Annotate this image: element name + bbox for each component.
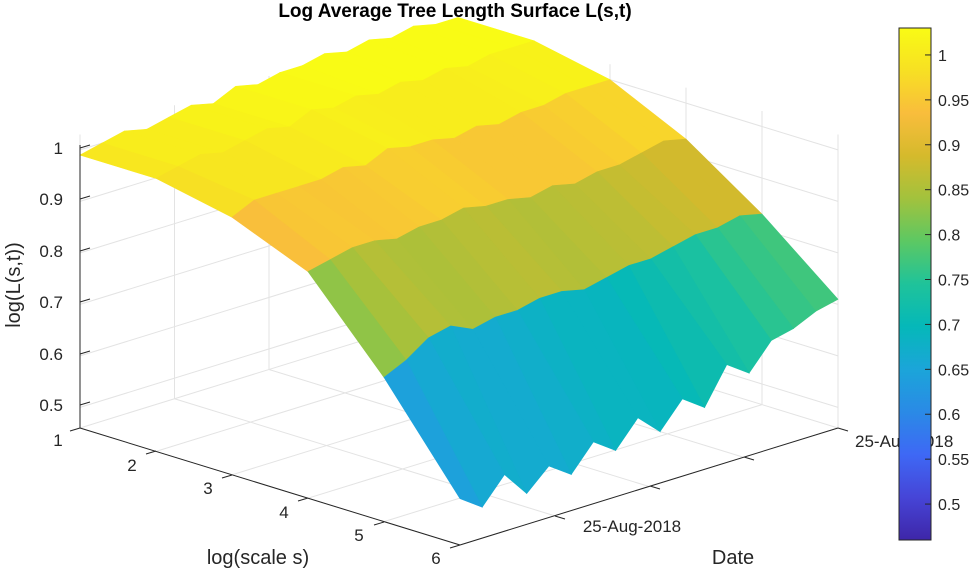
colorbar-label-0.6: 0.6 <box>938 407 960 424</box>
z-tick-mark-09 <box>79 195 91 200</box>
y-tick-label-1: 25-Aug-2018 <box>583 517 681 536</box>
x-tick-label-5: 5 <box>354 526 363 545</box>
colorbar-rect <box>898 27 932 541</box>
z-axis-label: log(L(s,t)) <box>3 242 25 328</box>
x-tick-label-1: 1 <box>53 431 62 450</box>
z-tick-label-08: 0.8 <box>39 242 63 261</box>
x-tick-label-3: 3 <box>203 479 212 498</box>
y-tick-mark-c <box>743 456 755 461</box>
x-tick-mark-5 <box>373 521 385 526</box>
axes: 1 2 3 4 5 6 log(scale s) 25-Aug-2018 25-… <box>3 139 953 569</box>
z-tick-label-05: 0.5 <box>39 396 63 415</box>
z-tick-mark-05 <box>79 401 91 406</box>
z-tick-mark-10 <box>79 144 91 149</box>
x-axis-label: log(scale s) <box>207 547 309 569</box>
colorbar-tick-labels: 0.5 0.55 0.6 0.65 0.7 0.75 0.8 0.85 0.9 … <box>938 48 969 514</box>
x-tick-mark-6 <box>449 544 461 549</box>
colorbar-label-1: 1 <box>938 48 947 65</box>
x-tick-mark-2 <box>145 450 157 455</box>
colorbar-label-0.55: 0.55 <box>938 452 969 469</box>
x-axis-line <box>79 427 461 546</box>
colorbar: 0.5 0.55 0.6 0.65 0.7 0.75 0.8 0.85 0.9 … <box>898 27 969 541</box>
z-tick-label-10: 1 <box>54 139 63 158</box>
x-tick-label-6: 6 <box>431 549 440 568</box>
z-tick-mark-07 <box>79 298 91 303</box>
chart-title: Log Average Tree Length Surface L(s,t) <box>278 1 631 22</box>
x-tick-label-2: 2 <box>127 456 136 475</box>
x-tick-mark-1 <box>69 427 81 432</box>
z-tick-label-07: 0.7 <box>39 293 63 312</box>
colorbar-label-0.85: 0.85 <box>938 183 969 200</box>
x-tick-mark-3 <box>221 474 233 479</box>
y-tick-mark-d <box>837 427 849 432</box>
z-tick-label-06: 0.6 <box>39 345 63 364</box>
colorbar-label-0.75: 0.75 <box>938 273 969 290</box>
z-tick-label-09: 0.9 <box>39 190 63 209</box>
x-tick-marks <box>69 427 461 549</box>
colorbar-label-0.5: 0.5 <box>938 497 960 514</box>
y-axis-label: Date <box>712 547 754 569</box>
colorbar-label-0.95: 0.95 <box>938 93 969 110</box>
y-tick-mark-b <box>649 485 661 490</box>
z-tick-marks <box>79 144 91 406</box>
z-tick-mark-08 <box>79 247 91 252</box>
x-tick-mark-4 <box>297 497 309 502</box>
floor-grid-y-1 <box>174 398 555 517</box>
colorbar-label-0.8: 0.8 <box>938 228 960 245</box>
x-tick-label-4: 4 <box>279 503 288 522</box>
colorbar-label-0.7: 0.7 <box>938 317 960 334</box>
y-tick-marks <box>554 427 849 520</box>
colorbar-tick-marks <box>925 54 931 505</box>
y-tick-mark-a <box>554 515 566 520</box>
colorbar-label-0.9: 0.9 <box>938 138 960 155</box>
surface-patch-0-4 <box>383 359 483 508</box>
z-tick-mark-06 <box>79 350 91 355</box>
surface-mesh <box>79 17 839 508</box>
y-axis-line <box>459 427 839 546</box>
colorbar-label-0.65: 0.65 <box>938 362 969 379</box>
